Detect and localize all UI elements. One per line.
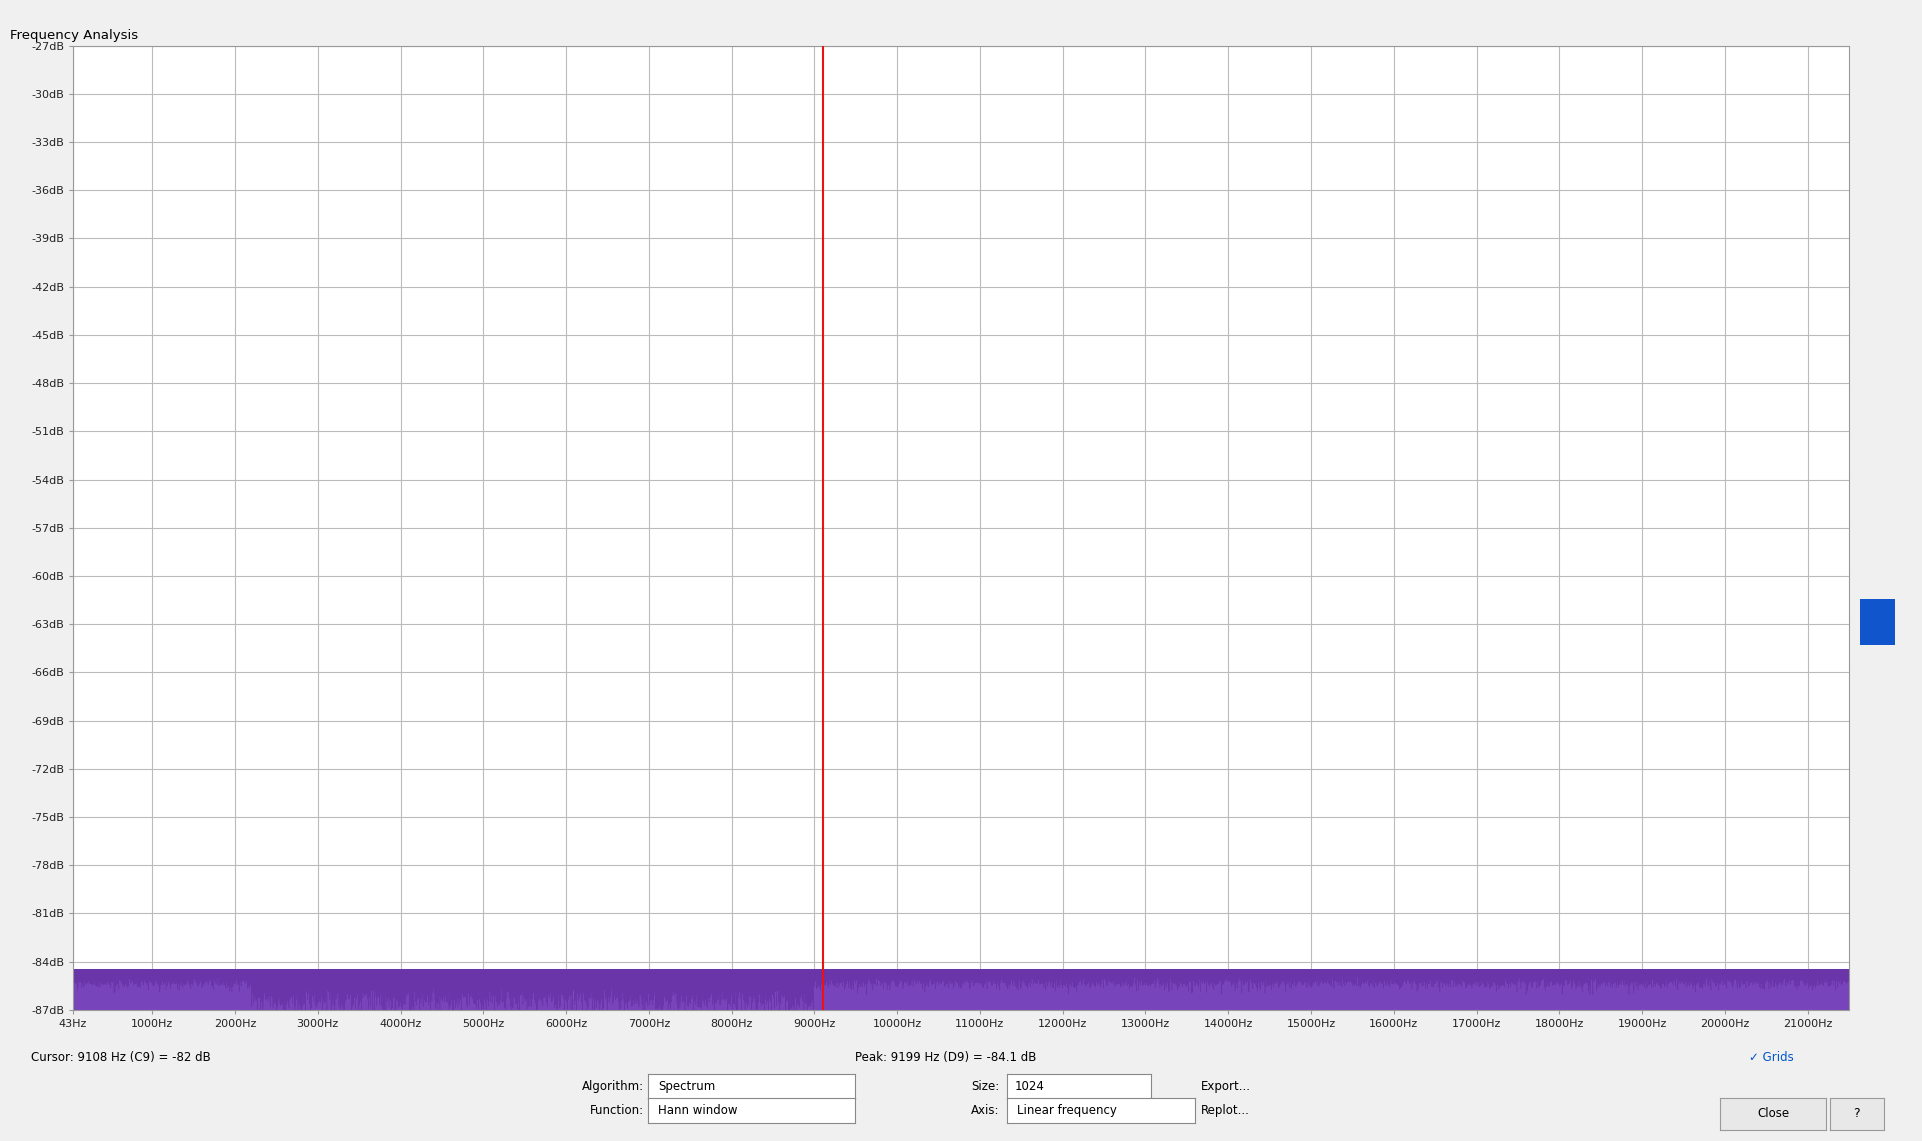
Text: Peak: 9199 Hz (D9) = -84.1 dB: Peak: 9199 Hz (D9) = -84.1 dB — [855, 1051, 1036, 1065]
Text: ?: ? — [1853, 1107, 1860, 1120]
Text: Close: Close — [1757, 1107, 1789, 1120]
Text: Frequency Analysis: Frequency Analysis — [10, 29, 138, 41]
Text: ✓ Grids: ✓ Grids — [1749, 1051, 1793, 1065]
Text: 1024: 1024 — [1015, 1079, 1044, 1093]
Text: Cursor: 9108 Hz (C9) = -82 dB: Cursor: 9108 Hz (C9) = -82 dB — [31, 1051, 211, 1065]
Text: Spectrum: Spectrum — [657, 1079, 715, 1093]
Text: Linear frequency: Linear frequency — [1017, 1103, 1117, 1117]
Text: Axis:: Axis: — [971, 1103, 999, 1117]
Text: Hann window: Hann window — [657, 1103, 738, 1117]
Text: Function:: Function: — [590, 1103, 644, 1117]
Text: Export...: Export... — [1201, 1079, 1251, 1093]
Text: Algorithm:: Algorithm: — [582, 1079, 644, 1093]
Text: Size:: Size: — [971, 1079, 999, 1093]
Text: Replot...: Replot... — [1201, 1103, 1249, 1117]
